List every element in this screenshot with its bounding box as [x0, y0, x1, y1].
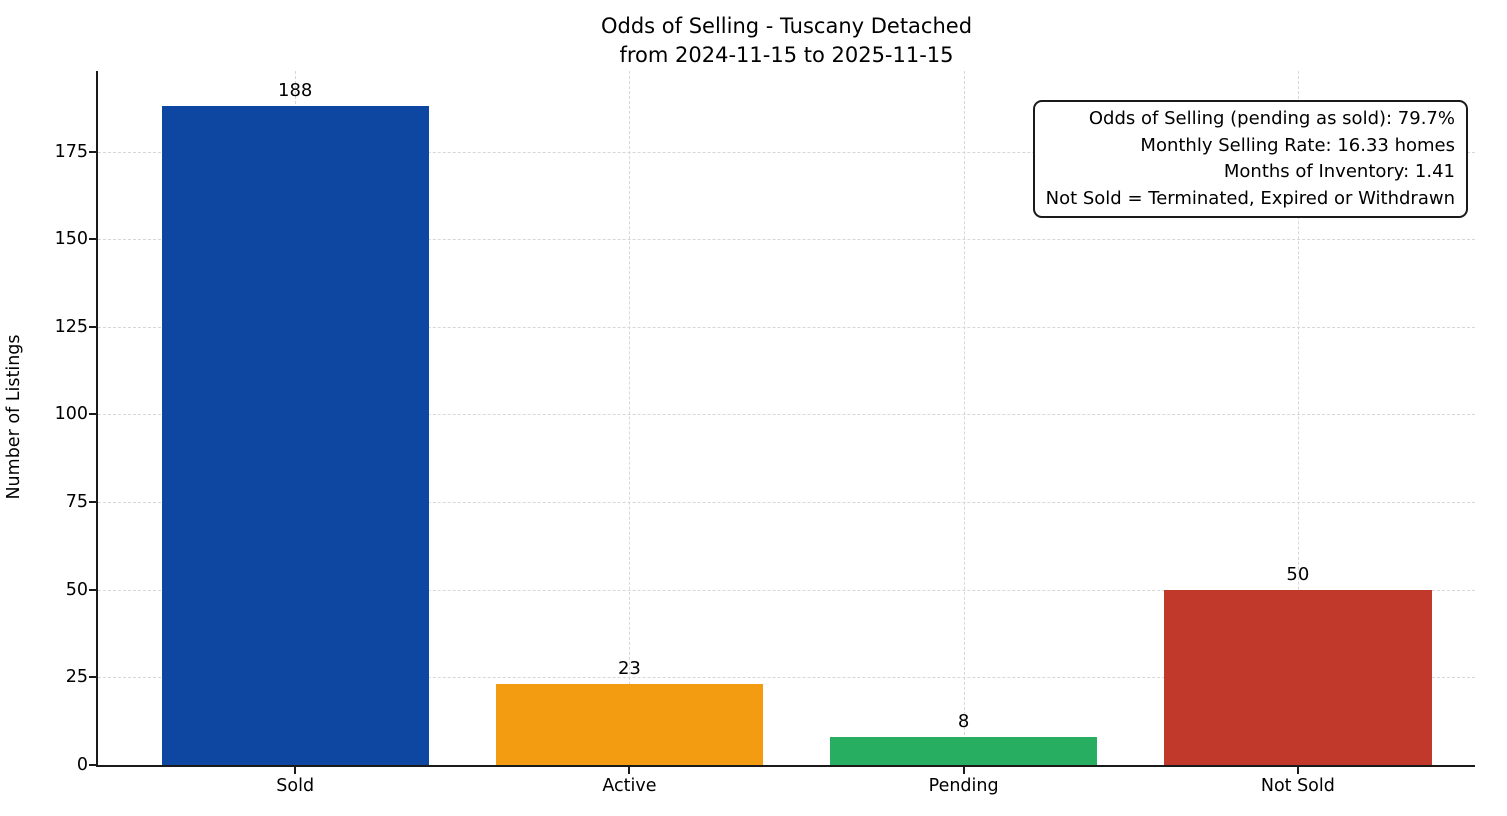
annotation-line-not-sold-note: Not Sold = Terminated, Expired or Withdr… — [1045, 187, 1455, 209]
y-tick-mark — [89, 588, 96, 591]
gridline-horizontal — [98, 589, 1475, 591]
y-tick-label: 25 — [65, 667, 88, 688]
x-tick-label-not-sold: Not Sold — [1260, 776, 1335, 796]
gridline-horizontal — [98, 414, 1475, 416]
y-tick-mark — [89, 764, 96, 766]
bar-value-label-not-sold: 50 — [1286, 563, 1310, 585]
x-tick-mark — [962, 767, 965, 774]
x-tick-mark — [628, 767, 631, 774]
bar-active — [495, 684, 764, 765]
x-tick-mark — [294, 767, 297, 774]
bar-value-label-sold: 188 — [278, 80, 313, 102]
y-tick-label: 150 — [54, 229, 88, 250]
x-axis-spine — [96, 765, 1475, 767]
y-tick-mark — [89, 413, 96, 416]
annotation-line-selling-rate: Monthly Selling Rate: 16.33 homes — [1140, 134, 1455, 156]
y-tick-label: 100 — [54, 404, 88, 425]
y-tick-label: 175 — [54, 141, 88, 162]
y-tick-mark — [89, 238, 96, 241]
stats-annotation-box: Odds of Selling (pending as sold): 79.7%… — [1032, 100, 1468, 218]
x-tick-label-sold: Sold — [276, 776, 315, 796]
chart-title: Odds of Selling - Tuscany Detached — [600, 14, 973, 38]
y-tick-mark — [89, 150, 96, 153]
bar-value-label-active: 23 — [617, 658, 641, 680]
gridline-horizontal — [98, 326, 1475, 328]
gridline-vertical — [1297, 71, 1299, 765]
x-tick-mark — [1296, 767, 1299, 774]
y-axis-label: Number of Listings — [4, 334, 24, 500]
gridline-vertical — [963, 71, 965, 765]
gridline-horizontal — [98, 502, 1475, 504]
bar-not-sold — [1164, 589, 1432, 765]
gridline-vertical — [629, 71, 631, 765]
x-tick-label-active: Active — [602, 776, 657, 796]
annotation-line-odds: Odds of Selling (pending as sold): 79.7% — [1088, 108, 1455, 129]
y-tick-mark — [89, 501, 96, 504]
bar-pending — [829, 736, 1098, 765]
y-tick-label: 75 — [65, 492, 88, 513]
x-tick-label-pending: Pending — [928, 776, 999, 796]
bar-value-label-pending: 8 — [957, 710, 970, 732]
y-tick-label: 0 — [76, 755, 88, 775]
y-tick-mark — [89, 325, 96, 328]
chart-subtitle: from 2024-11-15 to 2025-11-15 — [619, 43, 954, 67]
annotation-line-inventory: Months of Inventory: 1.41 — [1223, 161, 1455, 182]
chart-title-block: Odds of Selling - Tuscany Detached from … — [98, 12, 1475, 70]
gridline-horizontal — [98, 677, 1475, 679]
gridline-horizontal — [98, 239, 1475, 241]
plot-area — [96, 71, 1475, 767]
y-axis-spine — [96, 71, 98, 765]
y-tick-label: 50 — [65, 579, 88, 600]
gridline-horizontal — [98, 151, 1475, 153]
y-tick-mark — [89, 676, 96, 679]
y-tick-label: 125 — [54, 316, 88, 337]
bar-sold — [161, 106, 429, 765]
